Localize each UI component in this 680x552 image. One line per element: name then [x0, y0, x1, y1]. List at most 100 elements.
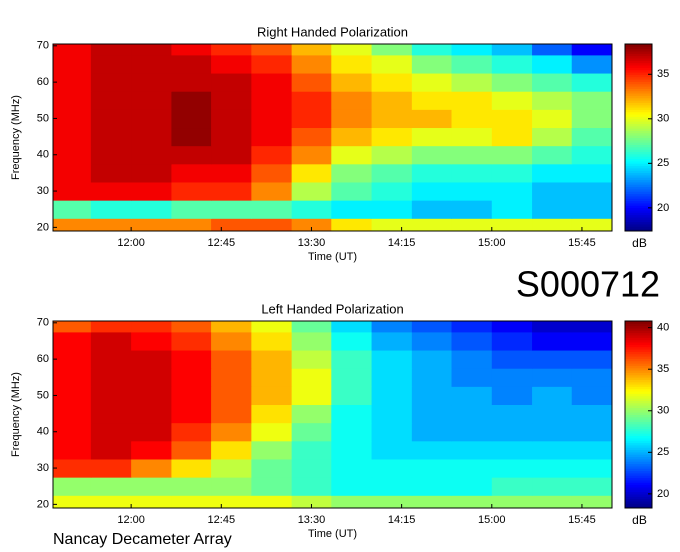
colorbar-swatch — [625, 219, 652, 223]
heatmap-cell — [451, 458, 493, 478]
heatmap-cell — [131, 458, 172, 478]
heatmap-cell — [251, 44, 293, 56]
colorbar-swatch — [625, 58, 652, 61]
heatmap-cell — [491, 386, 533, 406]
heatmap-cell — [171, 109, 212, 129]
heatmap-cell — [90, 321, 132, 333]
colorbar-swatch — [625, 379, 652, 383]
heatmap-cell — [411, 91, 453, 110]
colorbar-swatch — [625, 79, 652, 82]
heatmap-cell — [571, 200, 613, 219]
colorbar-swatch — [625, 493, 652, 497]
heatmap-cell — [532, 350, 573, 369]
colorbar-swatch — [625, 128, 652, 131]
heatmap-cell — [371, 200, 413, 219]
heatmap-cell — [491, 218, 533, 232]
colorbar-swatch — [625, 174, 652, 178]
heatmap-cell — [571, 321, 613, 333]
heatmap-cell — [491, 321, 533, 333]
colorbar-swatch — [625, 421, 652, 425]
x-tick-label: 12:00 — [117, 237, 145, 249]
colorbar-swatch — [625, 468, 652, 472]
heatmap-cell — [53, 127, 92, 147]
colorbar-swatch — [625, 74, 652, 78]
heatmap-cell — [131, 218, 172, 232]
colorbar-swatch — [625, 207, 652, 211]
heatmap-cell — [211, 440, 252, 460]
heatmap-cell — [90, 54, 132, 74]
heatmap-cell — [291, 321, 332, 333]
colorbar-swatch — [625, 107, 652, 110]
heatmap-cell — [211, 495, 252, 509]
colorbar-swatch — [625, 158, 652, 162]
heatmap-cell — [571, 440, 613, 460]
heatmap-cell — [371, 54, 413, 74]
heatmap-cell — [211, 73, 252, 92]
heatmap-cell — [491, 331, 533, 351]
heatmap-cell — [291, 458, 332, 478]
heatmap-cell — [371, 181, 413, 201]
heatmap-cell — [131, 331, 172, 351]
heatmap-cell — [371, 218, 413, 232]
colorbar-swatch — [625, 90, 652, 94]
colorbar-swatch — [625, 328, 652, 331]
heatmap-cell — [411, 331, 453, 351]
heatmap-cell — [131, 495, 172, 509]
heatmap-cell — [171, 440, 212, 460]
heatmap-cell — [53, 91, 92, 110]
y-tick-label: 60 — [37, 353, 49, 365]
colorbar-swatch — [625, 228, 652, 232]
heatmap-cell — [451, 368, 493, 387]
heatmap-cell — [131, 368, 172, 387]
colorbar-swatch — [625, 335, 652, 338]
heatmap-cell — [411, 321, 453, 333]
colorbar-swatch — [625, 435, 652, 439]
heatmap-cell — [411, 200, 453, 219]
colorbar-swatch — [625, 121, 652, 124]
heatmap-cell — [211, 163, 252, 183]
colorbar-swatch — [625, 102, 652, 106]
heatmap-cell — [131, 163, 172, 183]
heatmap-cell — [251, 477, 293, 496]
heatmap-cell — [532, 91, 573, 110]
y-tick-label: 70 — [37, 317, 49, 329]
heatmap-cell — [411, 458, 453, 478]
heatmap-cell — [451, 218, 493, 232]
heatmap-cell — [532, 440, 573, 460]
heatmap-cell — [90, 331, 132, 351]
heatmap-cell — [571, 495, 613, 509]
heatmap-cell — [53, 404, 92, 424]
heatmap-cell — [371, 73, 413, 92]
heatmap-cell — [131, 181, 172, 201]
colorbar-swatch — [625, 353, 652, 357]
heatmap-cell — [291, 218, 332, 232]
heatmap-cell — [251, 163, 293, 183]
heatmap-cell — [171, 181, 212, 201]
heatmap-cell — [411, 44, 453, 56]
heatmap-cell — [371, 127, 413, 147]
colorbar-swatch — [625, 191, 652, 195]
heatmap-cell — [90, 200, 132, 219]
colorbar-swatch — [625, 498, 652, 502]
heatmap-cell — [571, 422, 613, 442]
heatmap-cell — [411, 181, 453, 201]
colorbar-swatch — [625, 342, 652, 345]
heatmap-cell — [371, 44, 413, 56]
colorbar-swatch — [625, 444, 652, 448]
heatmap-cell — [331, 331, 373, 351]
colorbar-swatch — [625, 44, 652, 47]
heatmap-cell — [532, 181, 573, 201]
x-tick-label: 13:30 — [298, 514, 326, 526]
colorbar-swatch — [625, 146, 652, 150]
heatmap-cell — [371, 386, 413, 406]
y-tick-label: 30 — [37, 185, 49, 197]
heatmap-cell — [411, 145, 453, 165]
y-axis-label: Frequency (MHz) — [10, 372, 22, 457]
colorbar-swatch — [625, 325, 652, 329]
heatmap-cell — [411, 386, 453, 406]
heatmap-cell — [451, 44, 493, 56]
chart-title: Left Handed Polarization — [261, 301, 403, 316]
heatmap-cell — [90, 218, 132, 232]
heatmap-cell — [331, 458, 373, 478]
heatmap-cell — [532, 200, 573, 219]
